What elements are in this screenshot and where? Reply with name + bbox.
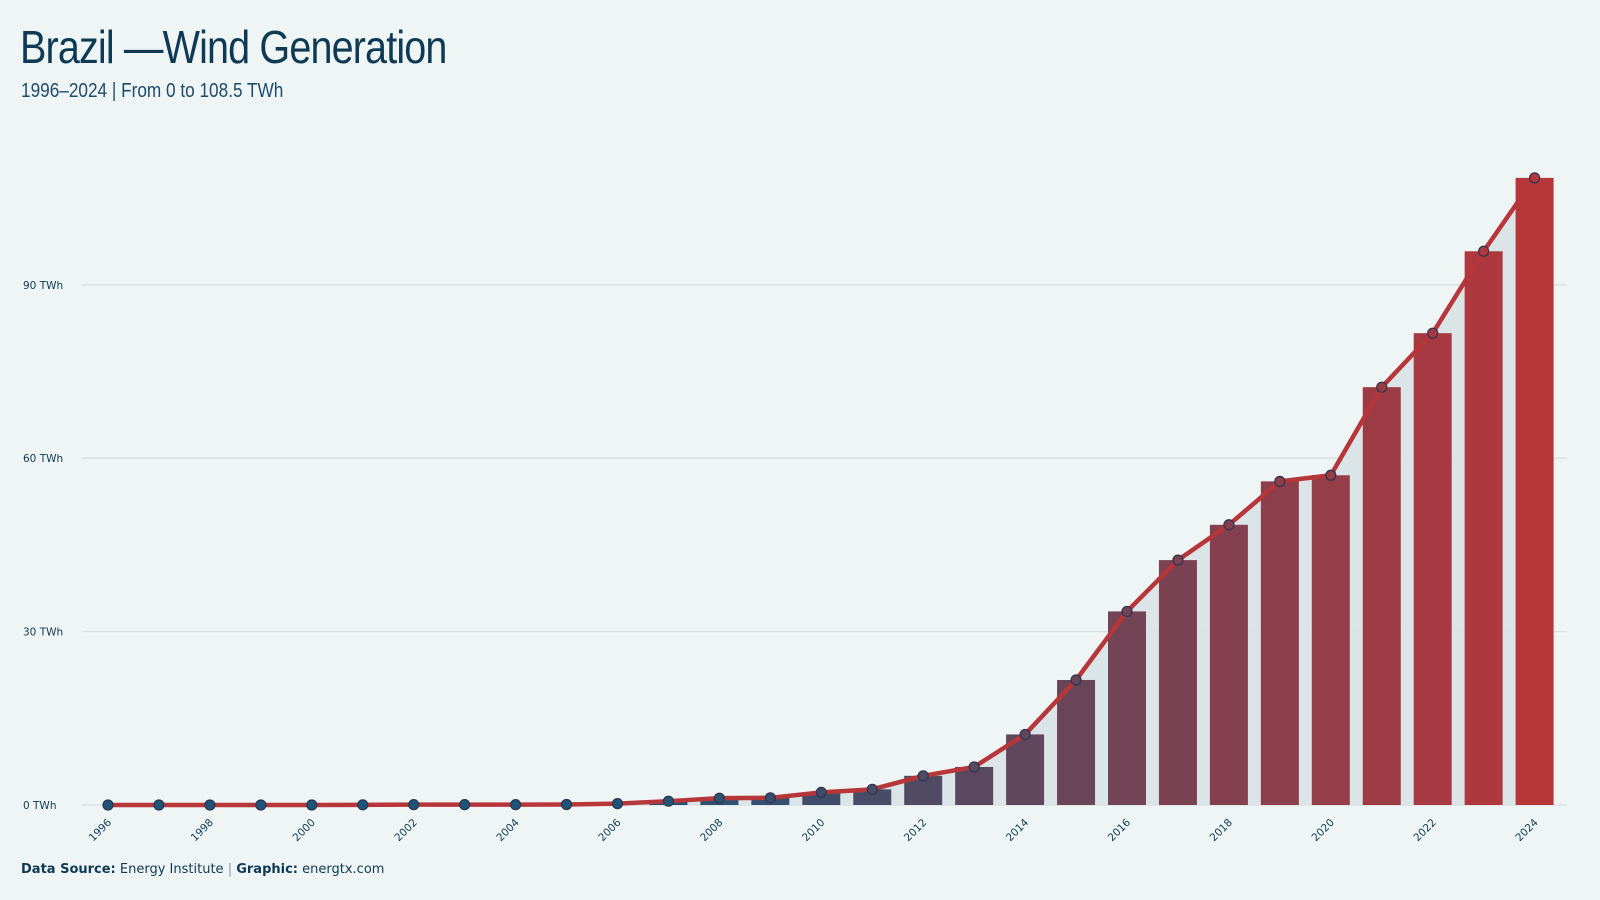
chart-title: Brazil —Wind Generation	[20, 21, 447, 73]
point-2010	[815, 786, 827, 798]
source-label: Data Source:	[21, 862, 116, 877]
graphic-label: Graphic:	[236, 862, 298, 877]
y-tick-label: 60 TWh	[23, 453, 63, 465]
bar-2013	[955, 766, 994, 805]
point-2001	[357, 799, 369, 811]
graphic-value: energtx.com	[302, 862, 385, 877]
bar-2017	[1158, 560, 1197, 805]
x-tick-label: 2004	[494, 816, 522, 844]
bar-2016	[1108, 611, 1146, 805]
point-2018	[1223, 519, 1235, 531]
point-2019	[1274, 475, 1286, 487]
y-tick-label: 30 TWh	[23, 627, 63, 639]
point-2003	[459, 799, 471, 811]
bar-2020	[1311, 475, 1350, 805]
bar-2024	[1515, 177, 1554, 805]
x-axis: 1996 1998 2000 2002 2004 2006 2008 2010 2012 2014…	[87, 816, 1541, 844]
bar-2019	[1260, 481, 1299, 805]
x-tick-label: 2022	[1411, 817, 1438, 844]
point-2011	[866, 783, 878, 795]
x-tick-label: 2002	[392, 817, 419, 844]
x-tick-label: 2006	[596, 816, 624, 844]
y-tick-label: 90 TWh	[23, 280, 63, 292]
source-value: Energy Institute	[119, 862, 224, 877]
bar-2023	[1464, 251, 1503, 805]
x-tick-label: 2016	[1106, 816, 1134, 844]
x-tick-label: 2000	[291, 817, 318, 844]
point-2020	[1325, 469, 1337, 481]
x-tick-label: 1998	[189, 817, 216, 844]
point-2023	[1478, 245, 1490, 257]
point-2014	[1019, 728, 1031, 741]
y-axis: 0 TWh 30 TWh 60 TWh 90 TWh	[23, 280, 63, 812]
x-tick-label: 2020	[1310, 817, 1337, 844]
point-2017	[1172, 554, 1184, 566]
point-2002	[408, 799, 420, 811]
bar-2018	[1209, 524, 1248, 805]
x-tick-label: 2008	[698, 817, 725, 844]
point-2012	[917, 770, 929, 782]
point-1999	[255, 799, 267, 811]
point-1997	[153, 799, 165, 811]
point-2013	[968, 761, 980, 773]
point-2004	[509, 799, 522, 811]
x-tick-label: 2024	[1513, 816, 1541, 844]
bar-2011	[853, 789, 892, 805]
x-tick-label: 2014	[1004, 816, 1032, 844]
point-2008	[713, 792, 726, 804]
bar-2015	[1057, 679, 1096, 805]
point-2006	[611, 798, 624, 810]
point-2021	[1376, 381, 1388, 393]
footer-credits: Data Source: Energy Institute | Graphic:…	[21, 862, 384, 877]
y-tick-label: 0 TWh	[23, 800, 56, 812]
point-1998	[204, 799, 216, 811]
point-2009	[764, 792, 776, 804]
point-2015	[1070, 674, 1082, 686]
chart-subtitle: 1996–2024 | From 0 to 108.5 TWh	[21, 80, 284, 102]
bar-2021	[1362, 387, 1401, 805]
point-1996	[102, 799, 114, 811]
bars	[343, 177, 1554, 805]
x-tick-label: 2010	[800, 817, 827, 844]
x-tick-label: 2012	[902, 817, 929, 844]
data-points	[102, 172, 1541, 811]
footer-separator: |	[227, 862, 233, 877]
x-tick-label: 1996	[87, 816, 115, 844]
bar-2014	[1006, 734, 1045, 805]
point-2007	[662, 795, 675, 807]
x-tick-label: 2018	[1208, 817, 1235, 844]
point-2016	[1121, 605, 1133, 618]
point-2024	[1528, 172, 1541, 184]
point-2000	[306, 799, 318, 811]
point-2022	[1427, 327, 1439, 339]
point-2005	[560, 798, 573, 811]
bar-2022	[1413, 333, 1452, 805]
